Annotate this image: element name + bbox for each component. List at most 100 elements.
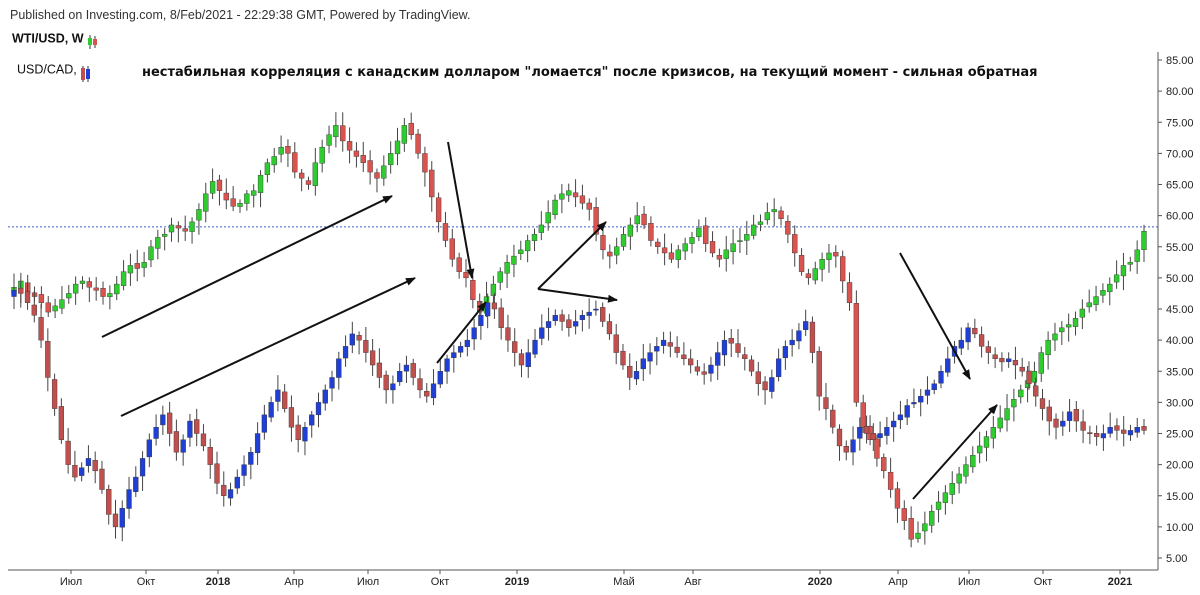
candle-body — [668, 252, 675, 260]
candle-body — [627, 224, 634, 237]
candle-body — [843, 446, 849, 453]
candle-body — [1038, 352, 1044, 374]
candle-body — [620, 350, 626, 366]
candle-body — [942, 492, 949, 503]
usdcad-candle-icon — [81, 66, 91, 82]
candle-body — [470, 279, 476, 300]
candle-body — [230, 198, 236, 207]
trend-arrow — [101, 195, 393, 338]
time-tick-label: Авг — [684, 576, 701, 588]
candle-body — [456, 257, 462, 272]
candle-body — [816, 351, 822, 397]
time-tick-label: Окт — [1034, 576, 1053, 588]
candle-body — [1033, 385, 1039, 397]
candle-body — [148, 246, 154, 261]
candle-body — [620, 234, 627, 247]
candle-body — [51, 379, 58, 409]
price-tick-label: 85.00 — [1166, 55, 1194, 67]
candle-body — [532, 339, 538, 355]
candle-body — [559, 314, 565, 322]
candle-body — [929, 511, 935, 526]
price-tick-label: 55.00 — [1166, 242, 1194, 254]
candle-body — [963, 464, 969, 477]
candle-body — [826, 252, 832, 260]
candle-body — [723, 249, 729, 259]
candle-body — [600, 235, 606, 251]
candle-body — [782, 346, 789, 359]
candle-body — [552, 315, 558, 322]
candle-body — [52, 305, 58, 312]
candle-body — [918, 395, 924, 403]
candle-body — [1120, 265, 1127, 277]
candle-body — [655, 241, 661, 247]
candle-body — [437, 371, 443, 385]
candle-body — [207, 446, 213, 465]
candle-body — [251, 190, 257, 196]
candle-body — [846, 282, 853, 303]
candle-body — [333, 125, 339, 138]
candle-body — [965, 327, 971, 343]
candle-body — [572, 192, 579, 198]
candle-body — [241, 464, 247, 476]
candle-body — [730, 243, 736, 252]
candle-body — [182, 228, 188, 232]
candle-body — [45, 302, 51, 313]
time-tick-label: Июл — [357, 576, 379, 588]
candle-body — [114, 283, 120, 295]
candle-body — [769, 377, 775, 392]
candle-body — [1134, 249, 1140, 262]
candle-body — [798, 255, 805, 272]
candle-body — [708, 364, 714, 374]
candle-body — [429, 169, 435, 198]
candle-body — [285, 146, 291, 154]
time-tick-label: Апр — [284, 576, 303, 588]
candle-body — [606, 321, 613, 335]
candle-body — [363, 340, 369, 353]
candle-body — [518, 353, 525, 366]
candle-body — [1107, 427, 1113, 434]
candle-body — [326, 134, 332, 146]
candle-body — [417, 378, 423, 391]
candle-body — [203, 193, 209, 212]
candle-body — [970, 455, 976, 468]
candle-body — [282, 391, 288, 409]
candle-body — [737, 240, 743, 242]
candle-body — [505, 327, 511, 341]
candle-body — [408, 122, 414, 135]
candle-body — [887, 471, 894, 490]
candle-body — [356, 335, 362, 341]
candle-body — [134, 263, 140, 269]
candle-body — [661, 247, 668, 254]
candle-body — [38, 294, 45, 303]
candle-body — [155, 237, 161, 249]
time-tick-label: 2020 — [808, 576, 832, 588]
price-tick-label: 20.00 — [1166, 460, 1194, 472]
candle-body — [248, 451, 254, 465]
candle-body — [18, 287, 24, 294]
candle-body — [31, 304, 37, 316]
candle-body — [126, 489, 132, 509]
candle-body — [374, 172, 380, 179]
candle-body — [552, 199, 558, 216]
candle-body — [264, 162, 271, 175]
candle-body — [983, 436, 990, 448]
candle-body — [901, 508, 907, 521]
candle-body — [689, 237, 695, 244]
wti-symbol-text: WTI/USD, W — [12, 31, 84, 46]
candle-body — [654, 346, 660, 352]
candle-body — [221, 484, 227, 496]
candle-body — [305, 180, 312, 185]
candle-body — [857, 427, 863, 439]
candle-body — [435, 197, 442, 223]
candle-body — [1045, 339, 1051, 356]
candle-body — [268, 402, 274, 418]
candle-body — [823, 397, 829, 409]
candle-body — [1141, 426, 1147, 431]
candle-body — [302, 427, 308, 442]
candle-body — [153, 427, 159, 439]
candle-body — [694, 366, 701, 372]
trend-arrow — [120, 277, 416, 417]
candle-body — [79, 467, 85, 476]
candle-body — [735, 343, 741, 353]
candle-body — [189, 221, 195, 232]
